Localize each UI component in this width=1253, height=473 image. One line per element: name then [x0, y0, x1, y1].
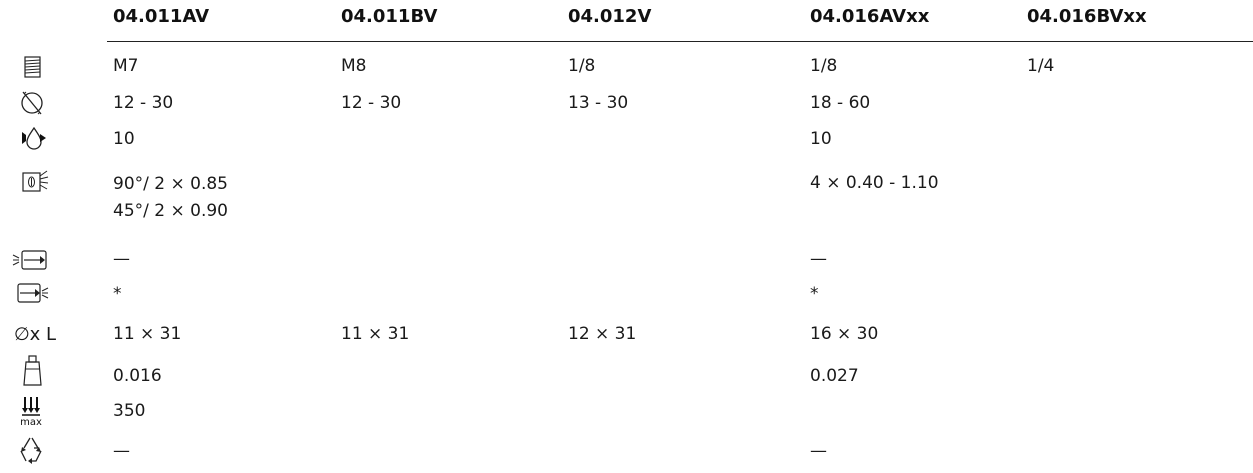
- row-dimension-cell-04-016avxx: 16 × 30: [810, 322, 878, 347]
- row-inlet-cell-04-016avxx: —: [810, 247, 827, 272]
- row-diameter-range-cell-04-012v: 13 - 30: [568, 91, 628, 116]
- pressure-flow-icon: [10, 124, 50, 154]
- row-pressure-cell-04-016avxx: 10: [810, 127, 832, 152]
- column-header-04-016bvxx: 04.016BVxx: [1027, 6, 1147, 27]
- row-recycle-cell-04-011av: —: [113, 439, 130, 464]
- row-thread-cell-04-016bvxx: 1/4: [1027, 54, 1054, 79]
- diameter-length-icon: ∅x L: [14, 322, 56, 347]
- row-thread-cell-04-012v: 1/8: [568, 54, 595, 79]
- header-rule: [107, 41, 1253, 42]
- row-thread-cell-04-016avxx: 1/8: [810, 54, 837, 79]
- row-weight-cell-04-011av: 0.016: [113, 364, 162, 389]
- row-dimension-cell-04-011bv: 11 × 31: [341, 322, 409, 347]
- row-dimension-cell-04-012v: 12 × 31: [568, 322, 636, 347]
- row-dimension-cell-04-011av: 11 × 31: [113, 322, 181, 347]
- row-thread-cell-04-011bv: M8: [341, 54, 366, 79]
- row-diameter-range-cell-04-011bv: 12 - 30: [341, 91, 401, 116]
- column-header-04-011av: 04.011AV: [113, 6, 209, 27]
- recycle-icon: [10, 435, 50, 465]
- thread-icon: [10, 54, 50, 84]
- weight-icon: [10, 354, 50, 384]
- row-weight-cell-04-016avxx: 0.027: [810, 364, 859, 389]
- max-load-icon: max: [10, 394, 50, 424]
- inlet-connection-icon: [10, 246, 50, 276]
- column-header-04-016avxx: 04.016AVxx: [810, 6, 929, 27]
- row-diameter-range-cell-04-016avxx: 18 - 60: [810, 91, 870, 116]
- row-outlet-cell-04-016avxx: *: [810, 282, 819, 307]
- row-outlet-cell-04-011av: *: [113, 282, 122, 307]
- column-header-04-011bv: 04.011BV: [341, 6, 437, 27]
- row-recycle-cell-04-016avxx: —: [810, 439, 827, 464]
- row-max-load-cell-04-011av: 350: [113, 399, 145, 424]
- svg-text:max: max: [20, 417, 42, 428]
- diameter-range-icon: [10, 88, 50, 118]
- row-diameter-range-cell-04-011av: 12 - 30: [113, 91, 173, 116]
- row-inlet-cell-04-011av: —: [113, 247, 130, 272]
- row-pressure-cell-04-011av: 10: [113, 127, 135, 152]
- row-spray-cell-04-011av: 90°/ 2 × 0.85 45°/ 2 × 0.90: [113, 171, 228, 225]
- spray-nozzle-icon: [10, 168, 50, 198]
- column-header-04-012v: 04.012V: [568, 6, 651, 27]
- row-thread-cell-04-011av: M7: [113, 54, 138, 79]
- outlet-connection-icon: [10, 279, 50, 309]
- row-spray-cell-04-016avxx: 4 × 0.40 - 1.10: [810, 171, 939, 196]
